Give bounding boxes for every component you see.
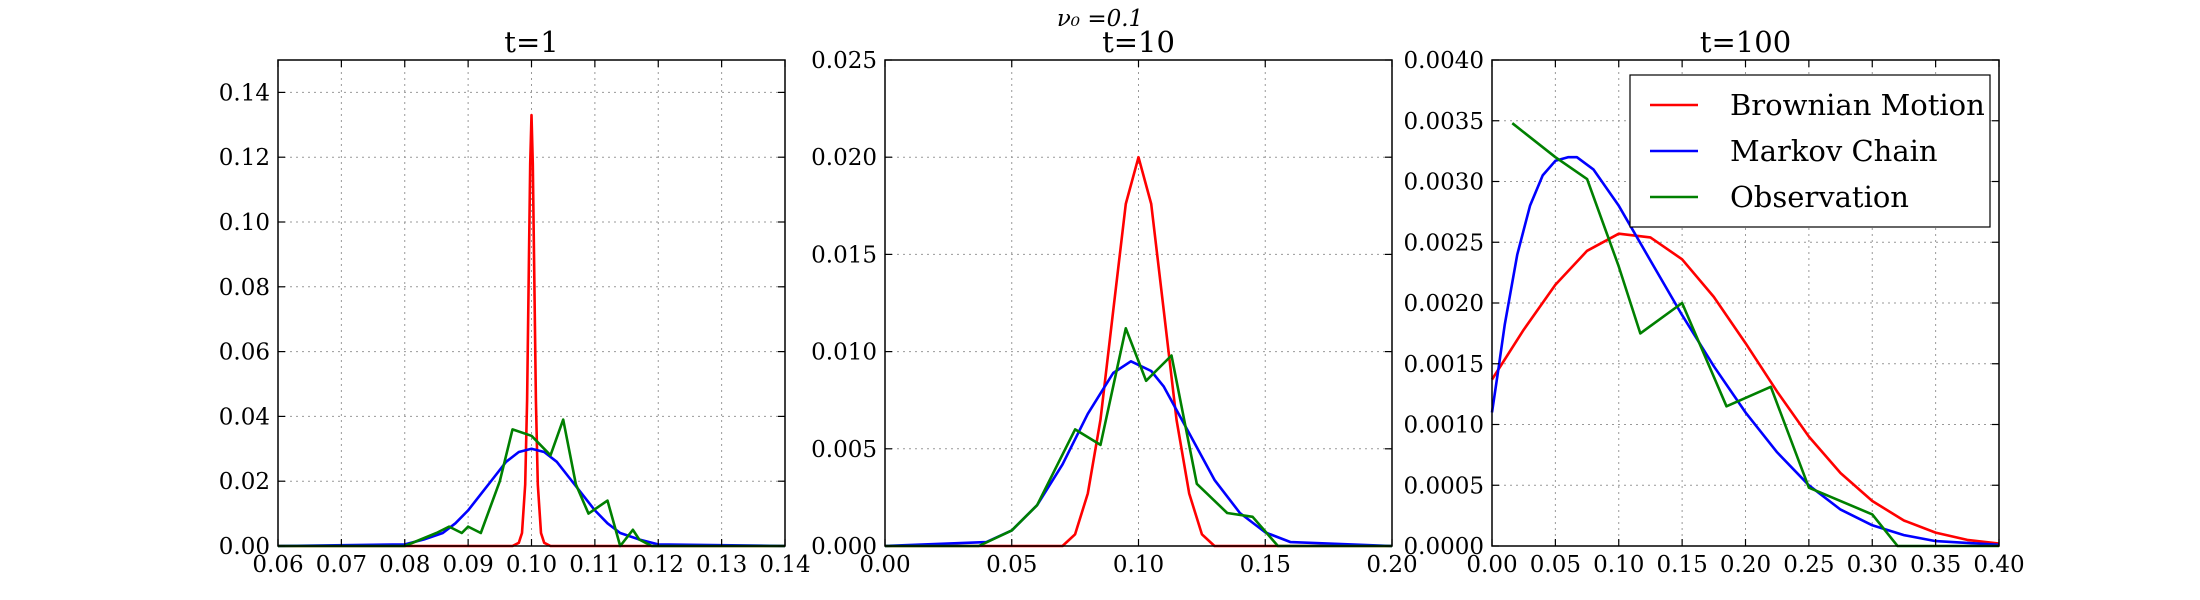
y-tick-label: 0.04 bbox=[219, 404, 270, 430]
y-tick-label: 0.0035 bbox=[1404, 109, 1484, 135]
series-line-brownian-motion bbox=[885, 155, 1392, 548]
x-tick-label: 0.14 bbox=[759, 552, 810, 578]
chart-panel-3: 0.00 0.05 0.10 0.15 0.20 0.25 0.30 0.35 0.40 0.00… bbox=[1404, 25, 2025, 578]
y-tick-label: 0.025 bbox=[811, 48, 877, 74]
y-tick-label: 0.14 bbox=[219, 80, 270, 106]
y-tick-label: 0.00 bbox=[219, 534, 270, 560]
x-tick-label: 0.06 bbox=[252, 552, 303, 578]
series-line-brownian-motion bbox=[278, 113, 785, 548]
x-tick-label: 0.20 bbox=[1366, 552, 1417, 578]
y-tick-label: 0.02 bbox=[219, 469, 270, 495]
x-tick-label: 0.11 bbox=[569, 552, 620, 578]
y-tick-label: 0.0030 bbox=[1404, 170, 1484, 196]
series-line-brownian-motion bbox=[1490, 232, 2000, 545]
series-line-markov-chain bbox=[1490, 155, 2000, 547]
panel-title: t=100 bbox=[1700, 25, 1791, 59]
x-tick-label: 0.09 bbox=[443, 552, 494, 578]
x-tick-label: 0.12 bbox=[633, 552, 684, 578]
x-tick-label: 0.40 bbox=[1973, 552, 2024, 578]
panel-title: t=10 bbox=[1102, 25, 1175, 59]
x-tick-label: 0.08 bbox=[379, 552, 430, 578]
legend-label: Observation bbox=[1730, 180, 1909, 214]
x-tick-label: 0.00 bbox=[1466, 552, 1517, 578]
x-tick-label: 0.10 bbox=[1593, 552, 1644, 578]
x-tick-label: 0.20 bbox=[1720, 552, 1771, 578]
x-tick-label: 0.00 bbox=[859, 552, 910, 578]
figure-suptitle: ν₀ =0.1 bbox=[1057, 6, 1143, 32]
y-tick-label: 0.0025 bbox=[1404, 230, 1484, 256]
y-tick-label: 0.000 bbox=[811, 534, 877, 560]
x-tick-label: 0.05 bbox=[1530, 552, 1581, 578]
y-tick-label: 0.005 bbox=[811, 437, 877, 463]
y-tick-label: 0.08 bbox=[219, 275, 270, 301]
series-line-observation bbox=[278, 418, 785, 548]
chart-panel-2: 0.00 0.05 0.10 0.15 0.20 0.000 0.005 0.010 0.015… bbox=[811, 25, 1417, 578]
x-tick-label: 0.13 bbox=[696, 552, 747, 578]
legend-label: Markov Chain bbox=[1730, 134, 1938, 168]
panel-title: t=1 bbox=[504, 25, 558, 59]
series-line-observation bbox=[1511, 122, 1999, 548]
chart-panel-1: 0.06 0.07 0.08 0.09 0.10 0.11 0.12 0.13 0.14 0.00… bbox=[219, 25, 811, 578]
y-tick-label: 0.0020 bbox=[1404, 291, 1484, 317]
y-tick-label: 0.12 bbox=[219, 145, 270, 171]
series-line-markov-chain bbox=[884, 359, 1393, 548]
x-tick-label: 0.10 bbox=[506, 552, 557, 578]
legend-label: Brownian Motion bbox=[1730, 88, 1985, 122]
x-tick-label: 0.10 bbox=[1113, 552, 1164, 578]
y-tick-label: 0.010 bbox=[811, 340, 877, 366]
y-tick-label: 0.0040 bbox=[1404, 48, 1484, 74]
series-line-observation bbox=[885, 326, 1392, 548]
x-tick-label: 0.35 bbox=[1910, 552, 1961, 578]
y-tick-label: 0.015 bbox=[811, 242, 877, 268]
y-tick-label: 0.0010 bbox=[1404, 413, 1484, 439]
x-tick-label: 0.15 bbox=[1657, 552, 1708, 578]
y-tick-label: 0.0005 bbox=[1404, 473, 1484, 499]
x-tick-label: 0.15 bbox=[1240, 552, 1291, 578]
y-tick-label: 0.0000 bbox=[1404, 534, 1484, 560]
x-tick-label: 0.30 bbox=[1847, 552, 1898, 578]
y-tick-label: 0.0015 bbox=[1404, 352, 1484, 378]
y-tick-label: 0.020 bbox=[811, 145, 877, 171]
chart-panels: 0.06 0.07 0.08 0.09 0.10 0.11 0.12 0.13 0.140.00… bbox=[219, 25, 2025, 578]
legend: Brownian Motion Markov Chain Observation bbox=[1629, 74, 1991, 228]
y-tick-label: 0.06 bbox=[219, 340, 270, 366]
x-tick-label: 0.07 bbox=[316, 552, 367, 578]
y-tick-label: 0.10 bbox=[219, 210, 270, 236]
x-tick-label: 0.25 bbox=[1783, 552, 1834, 578]
x-tick-label: 0.05 bbox=[986, 552, 1037, 578]
